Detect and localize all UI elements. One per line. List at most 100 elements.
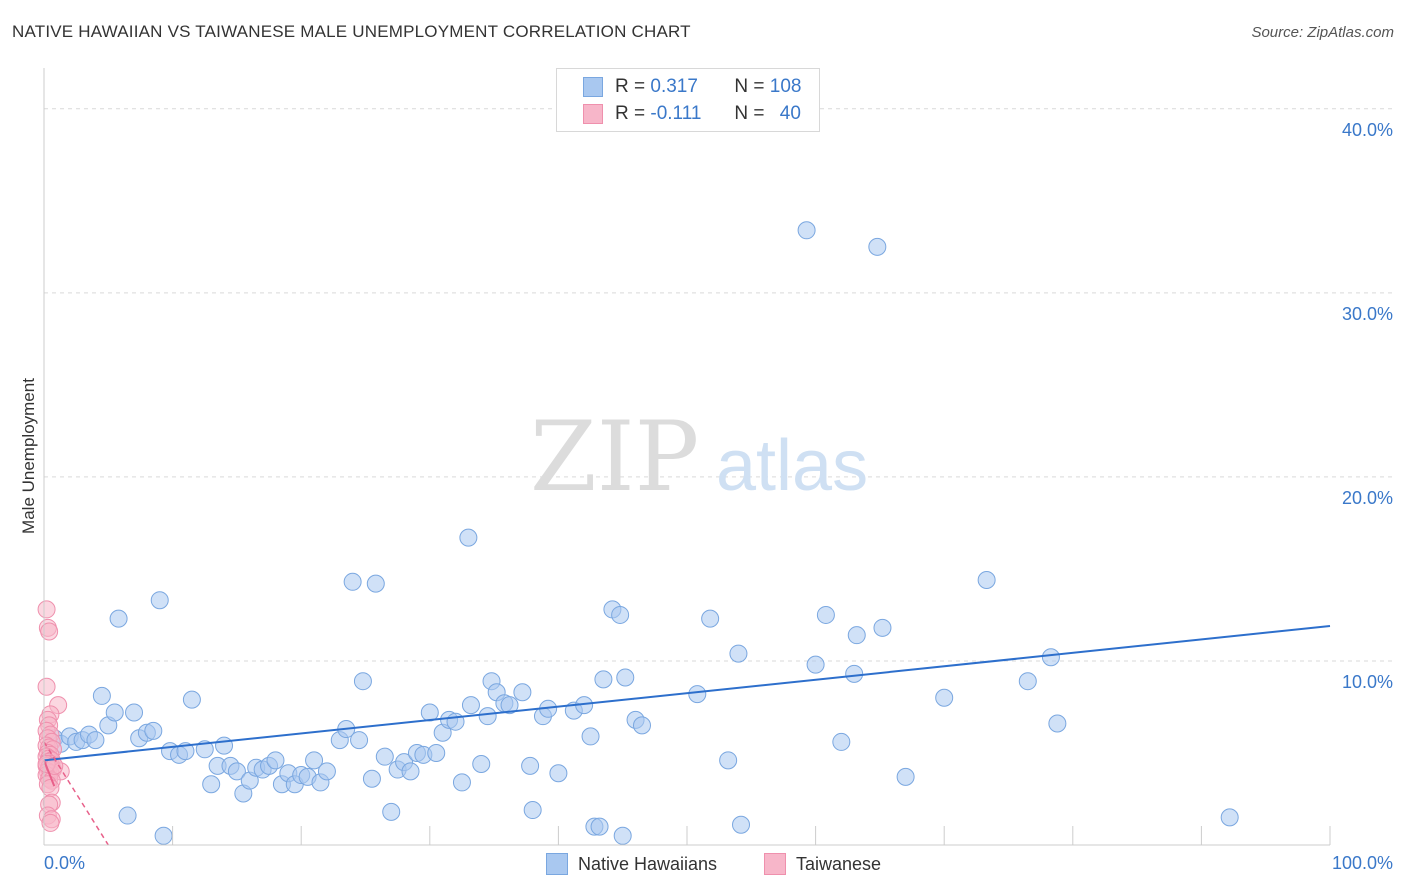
native-hawaiian-point — [195, 740, 214, 759]
native-hawaiian-point — [719, 751, 738, 770]
legend-swatch-pink — [583, 104, 603, 124]
native-hawaiian-point — [701, 609, 720, 628]
native-hawaiian-point — [317, 762, 336, 781]
native-hawaiian-point — [144, 721, 163, 740]
native-hawaiian-point — [590, 817, 609, 836]
x-tick-label-max: 100.0% — [1332, 853, 1393, 873]
legend-swatch-blue — [583, 77, 603, 97]
watermark-zip: ZIP — [530, 401, 699, 513]
native-hawaiian-point — [616, 668, 635, 687]
native-hawaiian-point — [86, 731, 105, 750]
bottom-legend-label: Taiwanese — [796, 853, 882, 874]
native-hawaiian-point — [521, 756, 540, 775]
grid-layer — [44, 108, 1392, 662]
native-hawaiian-point — [977, 570, 996, 589]
native-hawaiian-point — [452, 773, 471, 792]
native-hawaiian-point — [847, 626, 866, 645]
native-hawaiian-point — [611, 605, 630, 624]
x-tick-label-min: 0.0% — [44, 853, 85, 873]
native-hawaiian-point — [732, 815, 751, 834]
native-hawaiian-point — [305, 751, 324, 770]
legend-n-value: 108 — [769, 76, 802, 97]
native-hawaiian-point — [227, 762, 246, 781]
bottom-legend-swatch-pink — [764, 853, 786, 875]
y-tick-label: 10.0% — [1342, 672, 1393, 692]
native-hawaiian-point — [92, 686, 111, 705]
bottom-legend-native-hawaiians: Native Hawaiians — [546, 852, 717, 876]
y-tick-label: 20.0% — [1342, 488, 1393, 508]
y-tick-label: 30.0% — [1342, 304, 1393, 324]
taiwanese-point — [37, 677, 56, 696]
native-hawaiian-point — [350, 731, 369, 750]
native-hawaiian-point — [581, 727, 600, 746]
legend-r-label: R = — [615, 76, 651, 97]
native-hawaiian-point — [816, 605, 835, 624]
native-hawaiian-point — [832, 732, 851, 751]
bottom-legend-swatch-blue — [546, 853, 568, 875]
native-hawaiian-point — [472, 755, 491, 774]
legend-r-label: R = — [615, 103, 651, 124]
native-hawaiian-point — [797, 221, 816, 240]
legend-r-value: 0.317 — [650, 76, 698, 97]
native-hawaiian-point — [896, 767, 915, 786]
native-hawaiian-point — [427, 743, 446, 762]
native-hawaiian-point — [118, 806, 137, 825]
native-hawaiian-point — [500, 696, 519, 715]
native-hawaiian-trendline — [43, 624, 1331, 762]
native-hawaiian-point — [362, 769, 381, 788]
legend-row-native-hawaiians: R = 0.317 N = 108 — [583, 76, 801, 98]
native-hawaiian-point — [401, 762, 420, 781]
native-hawaiian-point — [688, 685, 707, 704]
axis-layer: 10.0% 20.0% 30.0% 40.0% 0.0% 100.0% — [43, 68, 1393, 873]
native-hawaiian-point — [523, 801, 542, 820]
chart-title: NATIVE HAWAIIAN VS TAIWANESE MALE UNEMPL… — [12, 22, 691, 41]
native-hawaiian-point — [1220, 808, 1239, 827]
native-hawaiian-point — [375, 747, 394, 766]
native-hawaiian-point — [594, 670, 613, 689]
native-hawaiian-point — [266, 751, 285, 770]
bottom-legend-label: Native Hawaiians — [578, 853, 718, 874]
native-hawaiian-point — [632, 716, 651, 735]
native-hawaiian-point — [154, 826, 173, 845]
native-hawaiian-point — [1041, 648, 1060, 667]
source-label: Source: ZipAtlas.com — [1251, 24, 1394, 41]
bottom-legend-taiwanese: Taiwanese — [764, 852, 881, 876]
native-hawaiian-point — [182, 690, 201, 709]
native-hawaiian-point — [109, 609, 128, 628]
native-hawaiian-point — [478, 707, 497, 726]
native-hawaiian-point — [150, 591, 169, 610]
native-hawaiian-point — [729, 644, 748, 663]
native-hawaiian-point — [353, 672, 372, 691]
watermark-atlas: atlas — [716, 426, 868, 506]
native-hawaiian-point — [868, 237, 887, 256]
native-hawaiian-point — [845, 664, 864, 683]
taiwanese-point — [41, 813, 60, 832]
native-hawaiian-point — [613, 826, 632, 845]
native-hawaiian-point — [343, 572, 362, 591]
native-hawaiian-point — [105, 703, 124, 722]
legend-n-value: 40 — [779, 103, 801, 124]
native-hawaiian-point — [215, 736, 234, 755]
legend-n-label: N = — [734, 76, 770, 97]
correlation-legend: R = 0.317 N = 108 R = -0.111 N = 40 — [556, 68, 820, 132]
y-tick-label: 40.0% — [1342, 120, 1393, 140]
native-hawaiian-point — [459, 528, 478, 547]
trend-layer — [43, 624, 1331, 846]
taiwanese-point — [37, 600, 56, 619]
legend-r-value: -0.111 — [650, 103, 702, 124]
legend-n-label: N = — [734, 103, 770, 124]
native-hawaiian-point — [806, 655, 825, 674]
native-hawaiian-point — [1018, 672, 1037, 691]
y-axis-label: Male Unemployment — [19, 378, 38, 534]
taiwanese-trendline — [43, 741, 109, 846]
taiwanese-point — [40, 622, 59, 641]
legend-row-taiwanese: R = -0.111 N = 40 — [583, 103, 801, 125]
native-hawaiian-point — [125, 703, 144, 722]
native-hawaiian-point — [1048, 714, 1067, 733]
points-layer — [37, 221, 1239, 845]
native-hawaiian-point — [461, 696, 480, 715]
native-hawaiian-point — [935, 688, 954, 707]
native-hawaiian-point — [202, 775, 221, 794]
native-hawaiian-point — [382, 802, 401, 821]
